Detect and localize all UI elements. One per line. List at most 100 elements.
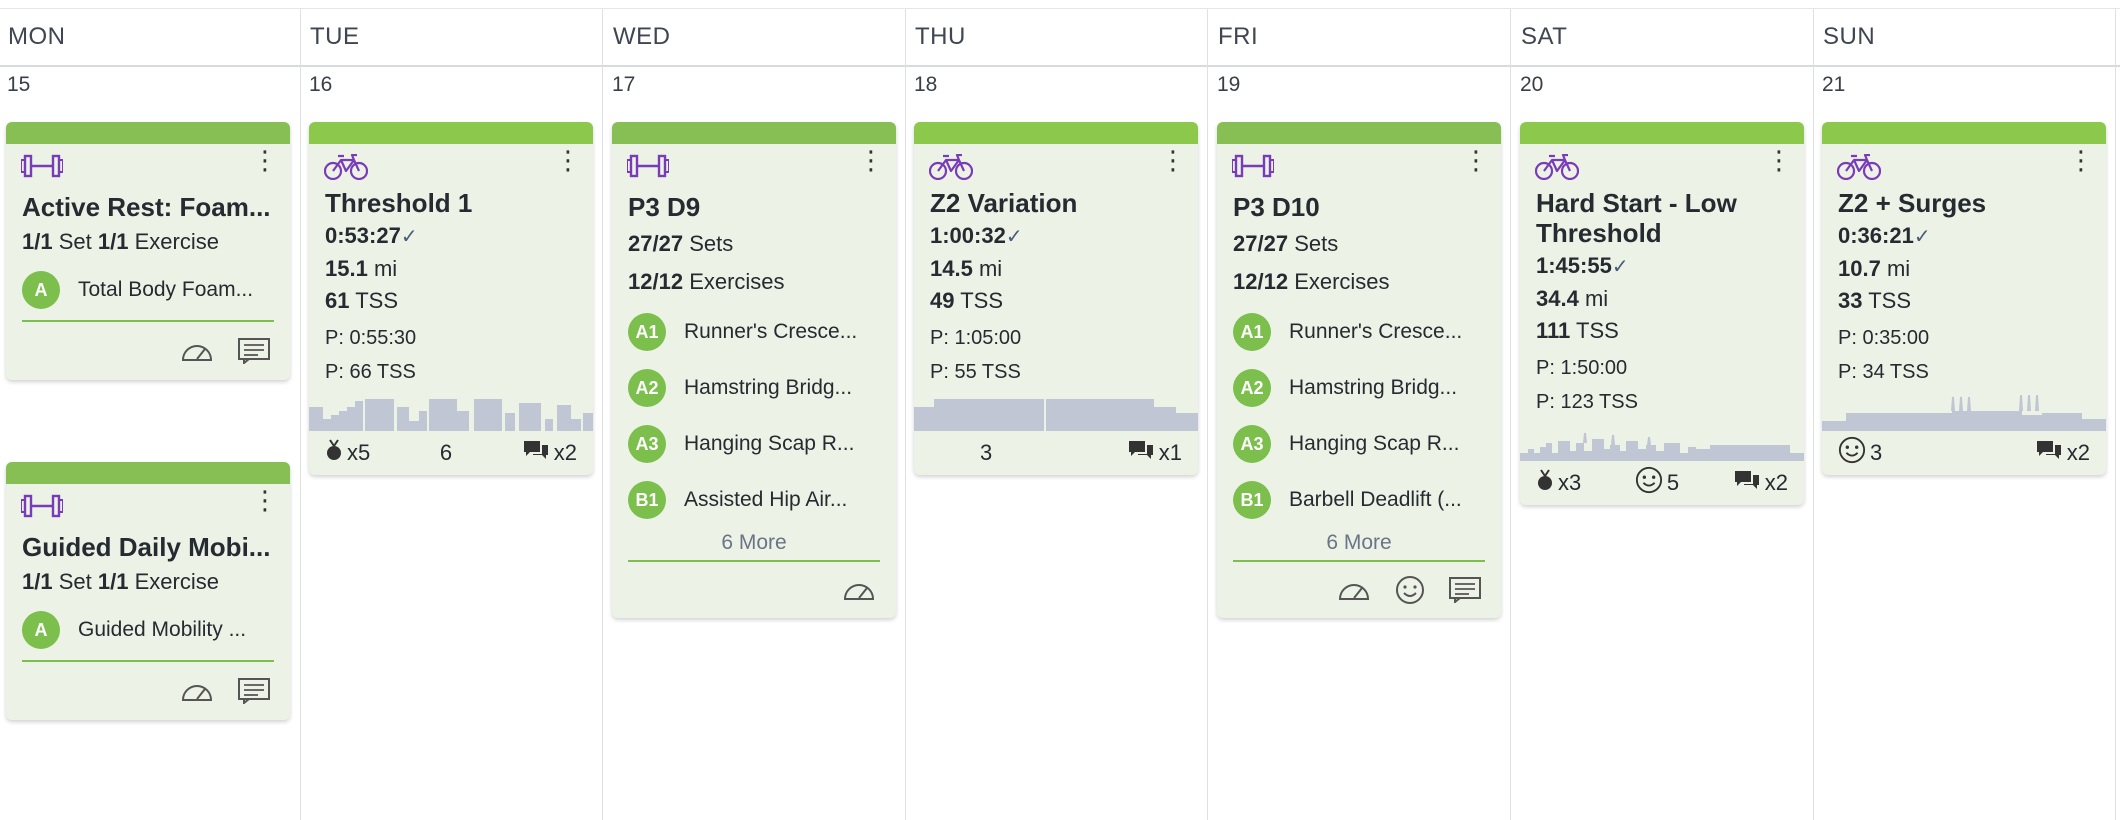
day-number-mon: 15 <box>7 73 31 96</box>
distance: 15.1 mi <box>325 256 398 281</box>
column-divider <box>1510 9 1511 820</box>
distance: 14.5 mi <box>930 256 1003 281</box>
exercise-name: Total Body Foam... <box>78 278 254 301</box>
duration: 0:53:27✓ <box>325 223 418 248</box>
exercise-item[interactable]: A3 Hanging Scap R... <box>1217 416 1501 472</box>
dumbbell-icon <box>1231 154 1275 183</box>
day-name-fri: FRI <box>1218 23 1259 50</box>
exercise-item[interactable]: A Guided Mobility ... <box>6 602 290 658</box>
more-exercises-link[interactable]: 6 More <box>1326 531 1392 554</box>
day-number-wed: 17 <box>612 73 636 96</box>
feel-rating[interactable]: 5 <box>1635 466 1679 500</box>
workout-title: Hard Start - Low Threshold <box>1536 188 1737 248</box>
kebab-menu-icon[interactable]: ⋮ <box>555 145 581 175</box>
kebab-menu-icon[interactable]: ⋮ <box>252 485 278 515</box>
kebab-menu-icon[interactable]: ⋮ <box>1160 145 1186 175</box>
comment-icon[interactable] <box>1449 577 1481 603</box>
speedometer-icon[interactable] <box>180 679 214 703</box>
exercise-item[interactable]: A3 Hanging Scap R... <box>612 416 896 472</box>
column-divider <box>905 9 906 820</box>
exercise-item[interactable]: A1 Runner's Cresce... <box>612 304 896 360</box>
workout-card-z2-variation[interactable]: ⋮ Z2 Variation 1:00:32✓ 14.5 mi 49 TSS P… <box>914 122 1198 475</box>
kebab-menu-icon[interactable]: ⋮ <box>1766 145 1792 175</box>
feel-rating[interactable]: 3 <box>1838 436 1882 470</box>
completed-check-icon: ✓ <box>400 226 418 248</box>
exercise-item[interactable]: A2 Hamstring Bridg... <box>612 360 896 416</box>
exercise-name: Runner's Cresce... <box>684 320 858 343</box>
divider <box>628 560 880 562</box>
kebab-menu-icon[interactable]: ⋮ <box>2068 145 2094 175</box>
comment-count[interactable]: x2 <box>522 439 577 467</box>
workout-card-active-rest[interactable]: ⋮ Active Rest: Foam... 1/1 Set 1/1 Exerc… <box>6 122 290 380</box>
exercise-badge: B1 <box>1233 481 1271 519</box>
workout-title: P3 D9 <box>628 192 701 222</box>
workout-count: 6 <box>439 440 453 465</box>
day-name-tue: TUE <box>310 23 360 50</box>
bike-icon <box>1836 153 1882 185</box>
kebab-menu-icon[interactable]: ⋮ <box>252 145 278 175</box>
workout-card-p3-d10[interactable]: ⋮ P3 D10 27/27 Sets 12/12 Exercises A1 Ru… <box>1217 122 1501 618</box>
workout-title: Active Rest: Foam... <box>22 192 271 222</box>
tss: 49 TSS <box>930 288 1003 313</box>
workout-title: Guided Daily Mobi... <box>22 532 271 562</box>
week-header: MON TUE WED THU FRI SAT SUN <box>0 9 2120 67</box>
exercise-item[interactable]: B1 Barbell Deadlift (... <box>1217 472 1501 528</box>
bike-icon <box>928 153 974 185</box>
speedometer-icon[interactable] <box>1337 578 1371 602</box>
column-divider <box>300 9 301 820</box>
exercise-name: Assisted Hip Air... <box>684 488 848 511</box>
smiley-icon[interactable] <box>1395 575 1425 605</box>
tss: 111 TSS <box>1536 318 1619 343</box>
kebab-menu-icon[interactable]: ⋮ <box>1463 145 1489 175</box>
day-name-sun: SUN <box>1823 23 1876 50</box>
exercise-badge: A <box>22 611 60 649</box>
medal-icon <box>1536 469 1554 497</box>
comment-icon[interactable] <box>238 678 270 704</box>
exercise-badge: A2 <box>1233 369 1271 407</box>
day-name-sat: SAT <box>1521 23 1568 50</box>
comment-count[interactable]: x2 <box>1733 469 1788 497</box>
top-divider <box>0 8 2120 9</box>
comment-count[interactable]: x2 <box>2035 439 2090 467</box>
exercise-badge: A2 <box>628 369 666 407</box>
duration: 1:00:32✓ <box>930 223 1023 248</box>
exercise-item[interactable]: A Total Body Foam... <box>6 262 290 318</box>
exercise-badge: B1 <box>628 481 666 519</box>
exercise-badge: A <box>22 271 60 309</box>
exercise-name: Barbell Deadlift (... <box>1289 488 1462 511</box>
day-name-wed: WED <box>613 23 671 50</box>
comment-count[interactable]: x1 <box>1127 439 1182 467</box>
exercise-item[interactable]: B1 Assisted Hip Air... <box>612 472 896 528</box>
planned-tss: P: 66 TSS <box>325 361 416 383</box>
compliance-bar <box>914 122 1198 144</box>
speedometer-icon[interactable] <box>842 578 876 602</box>
exercise-item[interactable]: A1 Runner's Cresce... <box>1217 304 1501 360</box>
medal-count[interactable]: x5 <box>325 439 370 467</box>
tss: 33 TSS <box>1838 288 1911 313</box>
sets-summary: 1/1 Set 1/1 Exercise <box>22 229 219 254</box>
day-number-sun: 21 <box>1822 73 1846 96</box>
more-exercises-link[interactable]: 6 More <box>721 531 787 554</box>
smiley-icon <box>1838 436 1866 470</box>
workout-card-z2-surges[interactable]: ⋮ Z2 + Surges 0:36:21✓ 10.7 mi 33 TSS P:… <box>1822 122 2106 475</box>
power-profile-chart <box>1520 432 1804 461</box>
workout-card-guided-mobility[interactable]: ⋮ Guided Daily Mobi... 1/1 Set 1/1 Exerc… <box>6 462 290 720</box>
completed-check-icon: ✓ <box>1005 226 1023 248</box>
speedometer-icon[interactable] <box>180 339 214 363</box>
medal-icon <box>325 439 343 467</box>
dumbbell-icon <box>20 154 64 183</box>
medal-count[interactable]: x3 <box>1536 469 1581 497</box>
workout-count: 3 <box>980 440 993 465</box>
exercise-item[interactable]: A2 Hamstring Bridg... <box>1217 360 1501 416</box>
planned-tss: P: 34 TSS <box>1838 361 1929 383</box>
comment-icon[interactable] <box>238 338 270 364</box>
exercise-name: Hamstring Bridg... <box>1289 376 1458 399</box>
workout-title: Z2 Variation <box>930 188 1078 218</box>
exercise-badge: A1 <box>1233 313 1271 351</box>
duration: 0:36:21✓ <box>1838 223 1931 248</box>
planned-tss: P: 55 TSS <box>930 361 1021 383</box>
workout-card-p3-d9[interactable]: ⋮ P3 D9 27/27 Sets 12/12 Exercises A1 Run… <box>612 122 896 618</box>
workout-card-hard-start[interactable]: ⋮ Hard Start - Low Threshold 1:45:55✓ 34… <box>1520 122 1804 505</box>
workout-card-threshold-1[interactable]: ⋮ Threshold 1 0:53:27✓ 15.1 mi 61 TSS P:… <box>309 122 593 475</box>
kebab-menu-icon[interactable]: ⋮ <box>858 145 884 175</box>
